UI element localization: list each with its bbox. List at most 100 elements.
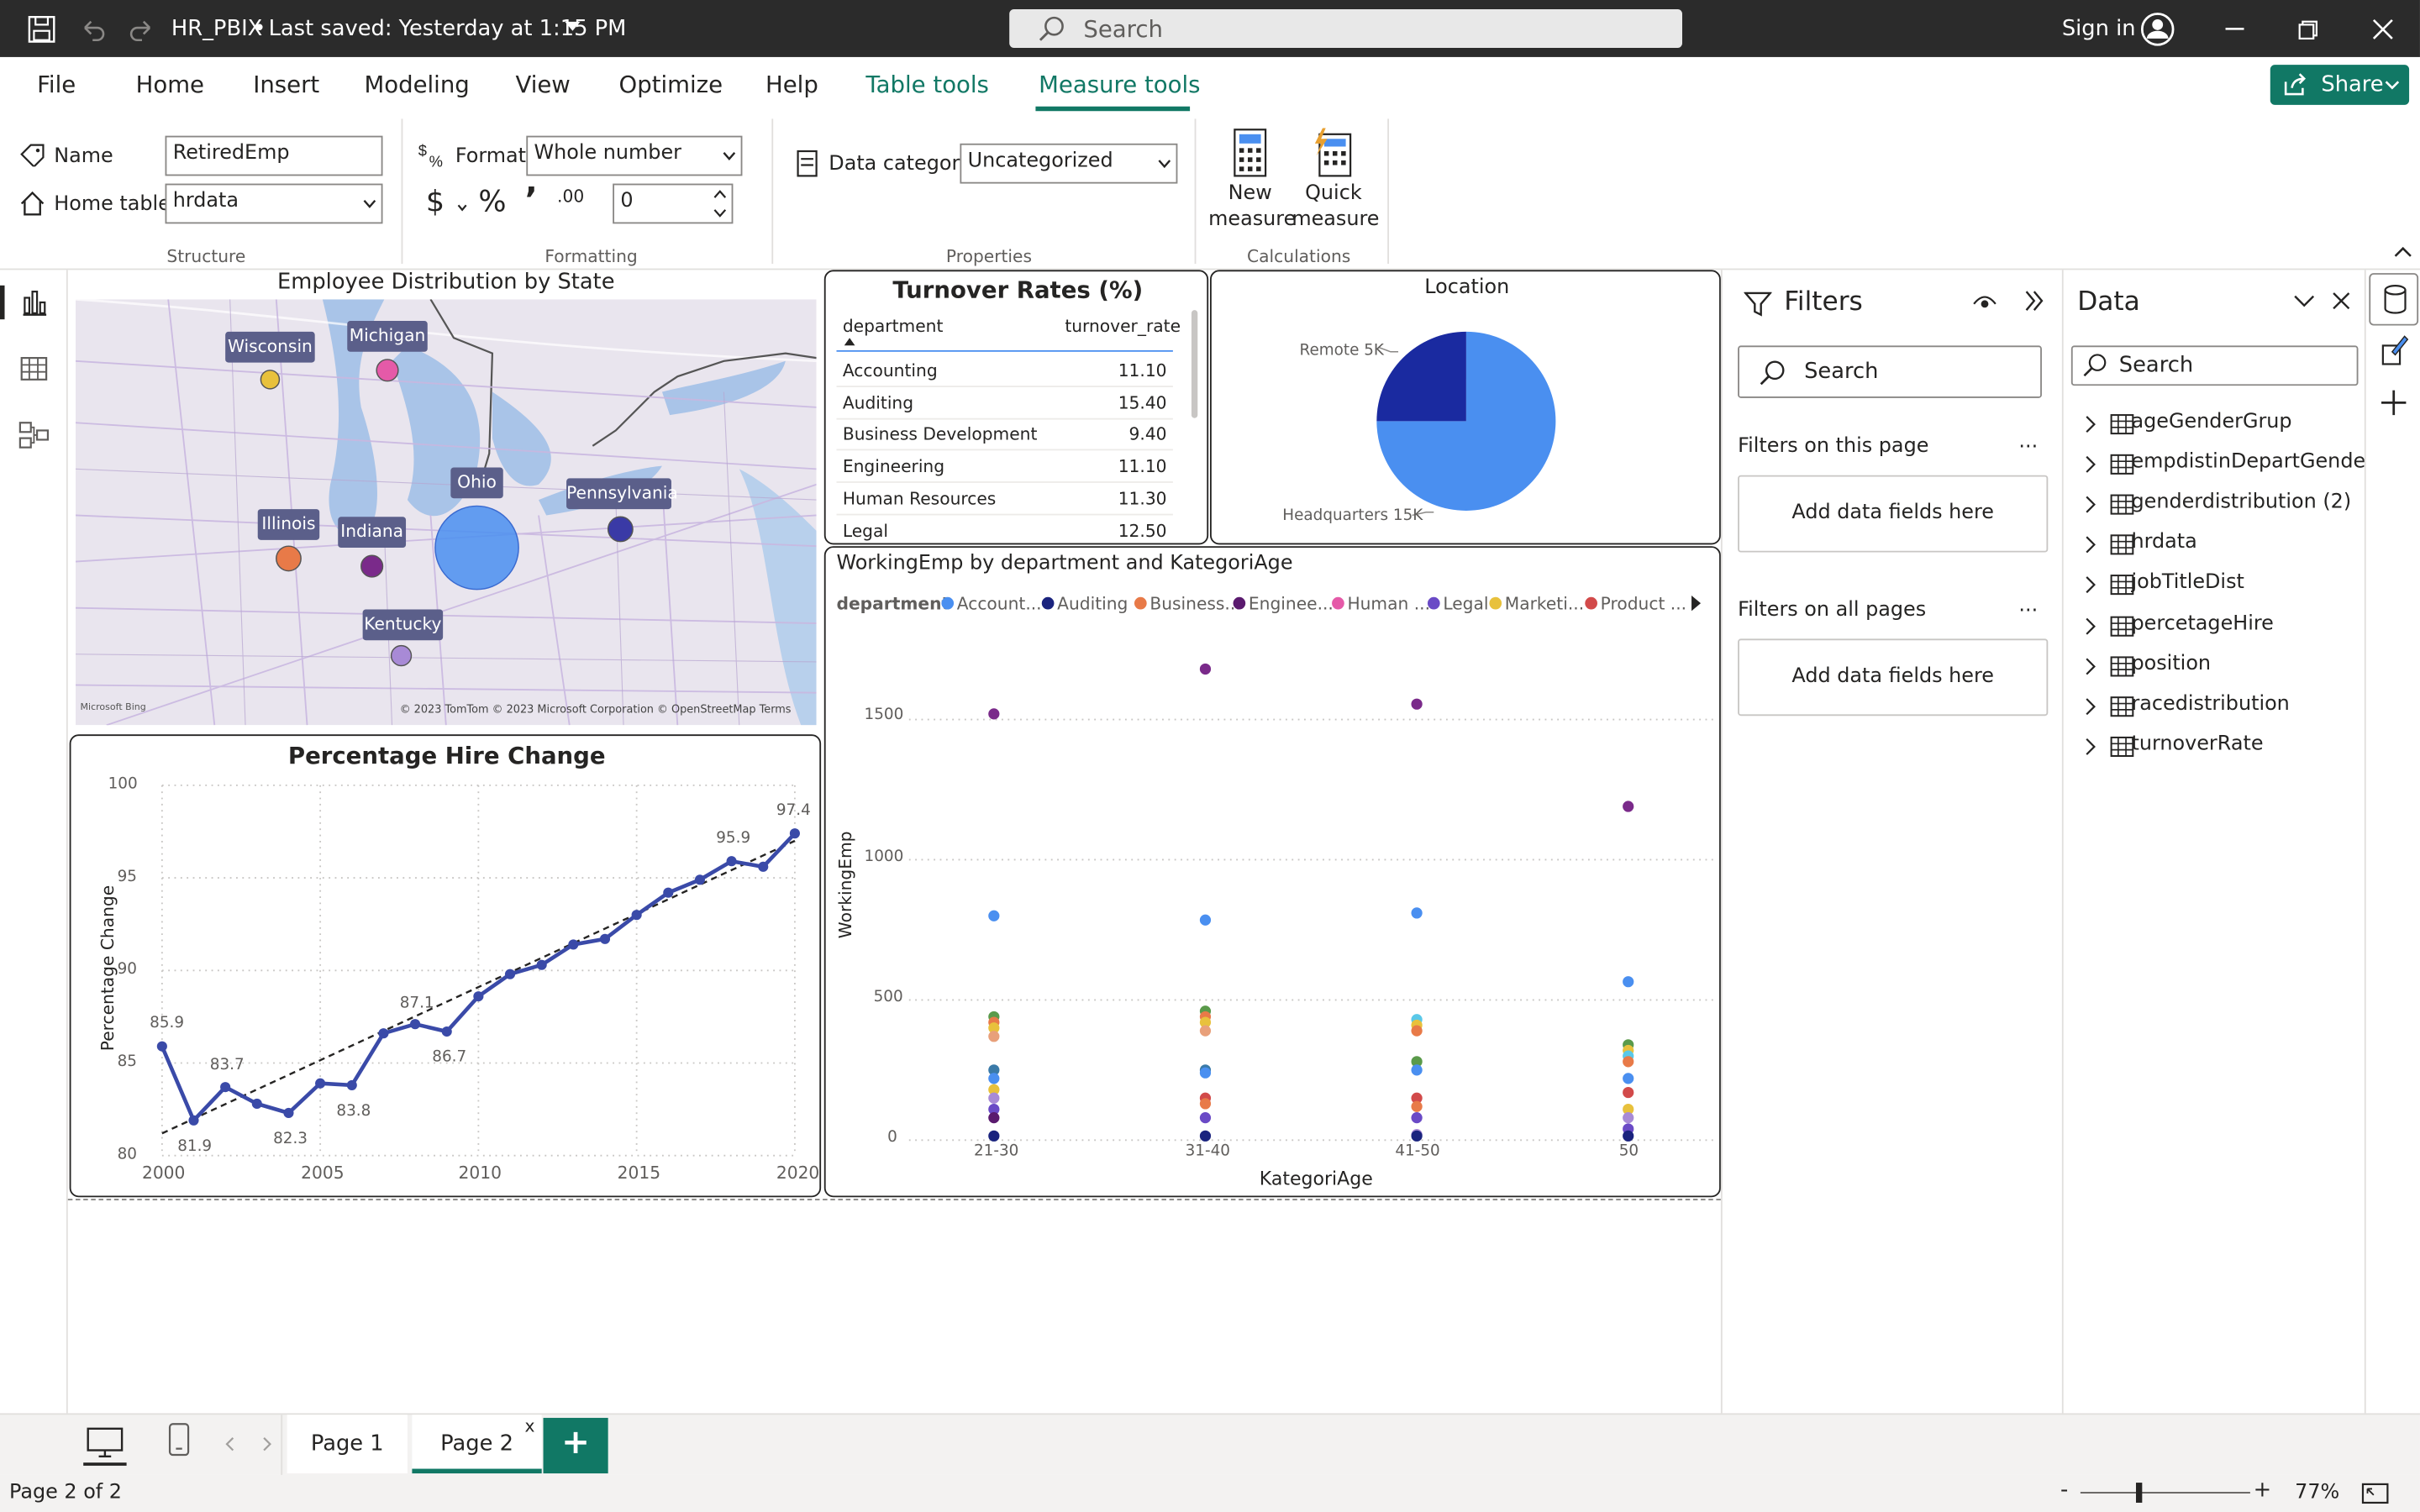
tab-measure-tools[interactable]: Measure tools: [1039, 71, 1201, 99]
turnover-table-visual[interactable]: Turnover Rates (%) department turnover_r…: [823, 270, 1209, 548]
line-point[interactable]: [473, 991, 484, 1002]
close-page-tab-icon[interactable]: x: [524, 1416, 535, 1436]
tab-insert[interactable]: Insert: [253, 71, 320, 99]
save-icon[interactable]: [28, 15, 55, 43]
filters-all-more-icon[interactable]: ...: [2018, 594, 2039, 617]
chevron-down-icon[interactable]: [565, 21, 581, 34]
legend-item[interactable]: Human ...: [1332, 594, 1430, 614]
scatter-point[interactable]: [1623, 1086, 1634, 1099]
line-point[interactable]: [758, 861, 769, 872]
currency-button[interactable]: $: [425, 185, 445, 219]
scatter-point[interactable]: [1623, 1056, 1634, 1068]
tab-file[interactable]: File: [37, 71, 76, 99]
scroll-left-icon[interactable]: [225, 1436, 234, 1452]
line-point[interactable]: [663, 887, 674, 898]
scatter-point[interactable]: [1199, 1098, 1212, 1110]
desktop-layout-icon[interactable]: [87, 1427, 124, 1458]
scatter-point[interactable]: [1411, 1056, 1423, 1068]
scatter-point[interactable]: [1623, 801, 1634, 812]
format-visual-icon[interactable]: [2380, 333, 2411, 367]
scatter-point[interactable]: [1199, 1112, 1212, 1124]
data-search-box[interactable]: Search: [2070, 345, 2359, 386]
line-point[interactable]: [789, 828, 800, 839]
scatter-point[interactable]: [1199, 663, 1212, 675]
collapse-pane-icon[interactable]: [2023, 290, 2045, 312]
line-point[interactable]: [378, 1028, 389, 1039]
scatter-point[interactable]: [1411, 698, 1423, 710]
tab-home[interactable]: Home: [135, 71, 204, 99]
legend-next-icon[interactable]: [1691, 595, 1702, 612]
close-icon[interactable]: [2372, 18, 2394, 40]
name-input[interactable]: RetiredEmp: [165, 135, 383, 176]
table-row[interactable]: Human Resources 11.30: [836, 484, 1173, 516]
line-point[interactable]: [441, 1026, 452, 1037]
column-header-turnover-rate[interactable]: turnover_rate: [1065, 316, 1181, 337]
restore-icon[interactable]: [2298, 20, 2318, 40]
legend-item[interactable]: Marketi...: [1489, 594, 1584, 614]
account-icon[interactable]: [2140, 13, 2175, 46]
location-pie-visual[interactable]: Location Remote 5K Headquarters 15K: [1209, 270, 1721, 545]
collapse-ribbon-icon[interactable]: [2394, 245, 2412, 258]
tab-view[interactable]: View: [515, 71, 571, 99]
map-visual[interactable]: Employee Distribution by State Wisconsin…: [74, 270, 818, 727]
line-point[interactable]: [251, 1098, 262, 1110]
expand-chevron-icon[interactable]: [2085, 496, 2097, 514]
home-table-select[interactable]: hrdata: [165, 183, 383, 224]
zoom-slider-track[interactable]: [2080, 1492, 2250, 1494]
line-point[interactable]: [599, 933, 611, 944]
expand-chevron-icon[interactable]: [2085, 738, 2097, 756]
scatter-point[interactable]: [988, 1022, 1000, 1034]
line-point[interactable]: [156, 1041, 167, 1052]
legend-item[interactable]: Product ...: [1585, 594, 1686, 614]
legend-item[interactable]: Legal: [1427, 594, 1488, 614]
scatter-point[interactable]: [988, 1073, 1000, 1084]
scatter-point[interactable]: [988, 1092, 1000, 1104]
map-bubble-kentucky[interactable]: [390, 644, 413, 667]
scatter-point[interactable]: [1623, 1103, 1634, 1116]
scatter-point[interactable]: [1411, 1064, 1423, 1076]
tab-optimize[interactable]: Optimize: [618, 71, 723, 99]
scatter-point[interactable]: [1411, 1025, 1423, 1037]
scatter-point[interactable]: [988, 1112, 1000, 1124]
line-point[interactable]: [188, 1115, 199, 1126]
tab-table-tools[interactable]: Table tools: [865, 71, 989, 99]
expand-chevron-icon[interactable]: [2085, 576, 2097, 595]
scatter-point[interactable]: [1411, 907, 1423, 919]
scatter-point[interactable]: [988, 910, 1000, 921]
map-attribution[interactable]: © 2023 TomTom © 2023 Microsoft Corporati…: [399, 703, 792, 717]
scatter-point[interactable]: [988, 708, 1000, 720]
map-bubble-pennsylvania[interactable]: [607, 516, 634, 543]
map-bubble-michigan[interactable]: [376, 359, 399, 382]
scatter-point[interactable]: [1199, 1130, 1212, 1142]
zoom-in-button[interactable]: +: [2253, 1478, 2272, 1503]
add-page-button[interactable]: +: [543, 1417, 608, 1474]
line-point[interactable]: [315, 1078, 326, 1089]
expand-chevron-icon[interactable]: [2085, 657, 2097, 675]
table-scrollbar[interactable]: [1191, 310, 1198, 418]
line-point[interactable]: [410, 1019, 421, 1030]
table-row[interactable]: Business Development 9.40: [836, 420, 1173, 452]
eye-icon[interactable]: [1972, 291, 1996, 310]
scatter-point[interactable]: [988, 1130, 1000, 1142]
comma-button[interactable]: ’: [524, 181, 538, 221]
data-category-select[interactable]: Uncategorized: [960, 143, 1178, 184]
scatter-point[interactable]: [988, 1084, 1000, 1095]
scatter-point[interactable]: [988, 1103, 1000, 1116]
page-tab-1[interactable]: Page 1: [287, 1415, 408, 1474]
pie-slice-headquarters[interactable]: [1376, 331, 1556, 511]
quick-measure-button[interactable]: Quick measure: [1292, 125, 1379, 241]
expand-chevron-icon[interactable]: [2085, 415, 2097, 433]
line-point[interactable]: [220, 1082, 231, 1093]
line-point[interactable]: [694, 874, 706, 885]
line-point[interactable]: [726, 856, 737, 867]
tab-modeling[interactable]: Modeling: [364, 71, 470, 99]
column-header-department[interactable]: department: [842, 316, 944, 337]
line-point[interactable]: [346, 1079, 357, 1090]
scatter-point[interactable]: [1623, 976, 1634, 988]
scroll-right-icon[interactable]: [262, 1436, 271, 1452]
title-search-box[interactable]: Search: [1009, 9, 1683, 48]
scatter-point[interactable]: [1199, 914, 1212, 926]
sign-in-link[interactable]: Sign in: [2061, 17, 2136, 42]
expand-chevron-icon[interactable]: [2085, 617, 2097, 635]
scatter-point[interactable]: [1199, 1016, 1212, 1028]
